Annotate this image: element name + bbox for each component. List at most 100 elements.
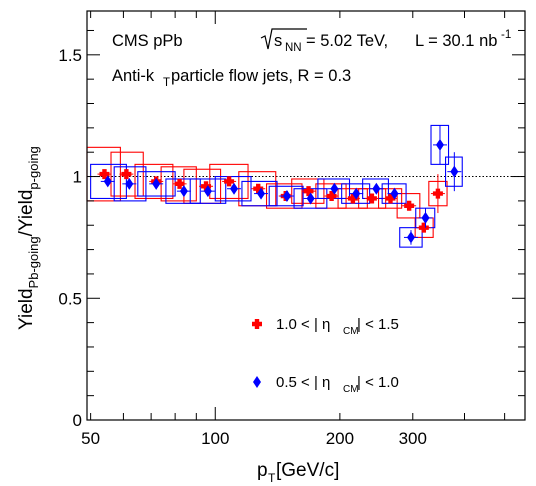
annotation-prefix: CMS pPb — [112, 32, 183, 50]
legend-label-red: 1.0 < | η — [276, 316, 330, 333]
legend-label-red-rest: | < 1.5 — [357, 316, 399, 333]
diamond-marker — [390, 187, 399, 200]
annotation-energy: = 5.02 TeV, — [306, 32, 388, 50]
y-tick-label: 0.5 — [58, 289, 82, 308]
data-point — [122, 177, 137, 190]
syst-box — [268, 185, 304, 207]
data-point — [100, 175, 115, 188]
diamond-marker — [450, 165, 459, 178]
syst-box — [341, 183, 371, 204]
legend-diamond-shape — [253, 376, 261, 388]
data-point — [199, 181, 214, 192]
diamond-marker — [257, 187, 266, 200]
legend-entry-red: 1.0 < | η CM | < 1.5 — [252, 316, 399, 337]
data-point — [97, 169, 112, 180]
diamond-marker — [421, 211, 430, 224]
data-point — [303, 192, 318, 205]
data-point — [251, 183, 266, 194]
data-point — [222, 176, 237, 187]
data-points — [97, 125, 462, 245]
syst-box — [396, 193, 421, 219]
cross-marker — [366, 193, 377, 204]
legend-entry-blue: 0.5 < | η CM | < 1.0 — [253, 374, 399, 395]
y-tick-label: 1.5 — [58, 46, 82, 65]
annotation-lumi: L = 30.1 nb — [415, 32, 497, 50]
legend-label-blue: 0.5 < | η — [276, 374, 330, 391]
cross-marker — [303, 186, 314, 197]
y-tick-label: 1 — [73, 168, 82, 187]
syst-box — [165, 178, 201, 204]
data-point — [227, 182, 242, 195]
y-tick-label: 0 — [73, 411, 82, 430]
data-point — [279, 190, 294, 203]
cross-marker — [121, 169, 132, 180]
cross-marker — [99, 169, 110, 180]
diamond-marker — [103, 175, 112, 188]
annotation-line-1: CMS pPb s NN = 5.02 TeV, L = 30.1 nb -1 — [112, 28, 511, 54]
cross-marker — [347, 193, 358, 204]
x-tick-label: 300 — [399, 429, 427, 448]
data-point — [301, 186, 316, 197]
diamond-marker — [282, 190, 291, 203]
diamond-marker — [152, 177, 161, 190]
diamond-marker — [352, 187, 361, 200]
x-axis-title-main: p — [257, 460, 268, 481]
cross-marker — [418, 222, 429, 233]
data-point — [176, 185, 191, 198]
y-axis-title-sub-num: Pb-going — [26, 236, 41, 288]
data-point — [324, 191, 339, 202]
syst-box — [315, 183, 347, 209]
syst-box — [381, 183, 407, 204]
legend: 1.0 < | η CM | < 1.5 0.5 < | η CM | < 1.… — [252, 316, 399, 395]
data-point — [430, 174, 445, 214]
x-axis-title-rest: [GeV/c] — [276, 460, 339, 481]
syst-box — [214, 175, 252, 202]
syst-box — [265, 183, 303, 209]
data-point — [402, 200, 417, 211]
systematic-boxes — [86, 124, 463, 248]
data-point — [119, 169, 134, 180]
diamond-marker — [306, 192, 315, 205]
diamond-marker — [179, 185, 188, 198]
legend-marker-cross — [252, 319, 262, 329]
data-point — [254, 187, 269, 200]
syst-box — [291, 178, 325, 204]
plot-frame — [86, 10, 526, 421]
data-point — [418, 208, 433, 228]
y-axis-title-main: Yield — [16, 288, 37, 330]
diamond-marker — [230, 182, 239, 195]
annotation-line-2: Anti-k T particle flow jets, R = 0.3 — [112, 67, 351, 89]
data-point — [327, 182, 342, 195]
y-axis-title-slash: /Yield — [16, 190, 37, 237]
diamond-marker — [330, 182, 339, 195]
x-tick-label: 50 — [81, 429, 100, 448]
syst-box — [399, 227, 423, 248]
annotation-algo: Anti-k — [112, 67, 155, 85]
diamond-marker — [372, 182, 381, 195]
y-axis-title-sub-den: p-going — [26, 146, 41, 189]
data-point — [416, 222, 431, 233]
legend-cross-shape — [252, 319, 262, 329]
x-axis-title: p T [GeV/c] — [257, 460, 339, 485]
cross-marker — [224, 176, 235, 187]
data-point — [149, 177, 164, 190]
annotation-lumi-sup: -1 — [501, 29, 511, 41]
data-point — [172, 178, 187, 189]
data-point — [369, 182, 384, 195]
cross-marker — [174, 178, 185, 189]
data-point — [345, 193, 360, 204]
diamond-marker — [125, 177, 134, 190]
sqrt-sign-icon — [260, 28, 307, 50]
diamond-marker — [203, 185, 212, 198]
axes: 0 0.5 1 1.5 50 100 200 300 — [58, 11, 525, 448]
diamond-marker — [406, 231, 415, 244]
cross-marker — [432, 188, 443, 199]
cross-marker — [201, 181, 212, 192]
syst-box — [113, 166, 147, 202]
cross-marker — [253, 183, 264, 194]
data-point — [432, 125, 447, 165]
cross-marker — [385, 193, 396, 204]
legend-marker-diamond — [253, 376, 261, 388]
y-axis-title: YieldPb-going/Yieldp-going — [16, 146, 41, 330]
